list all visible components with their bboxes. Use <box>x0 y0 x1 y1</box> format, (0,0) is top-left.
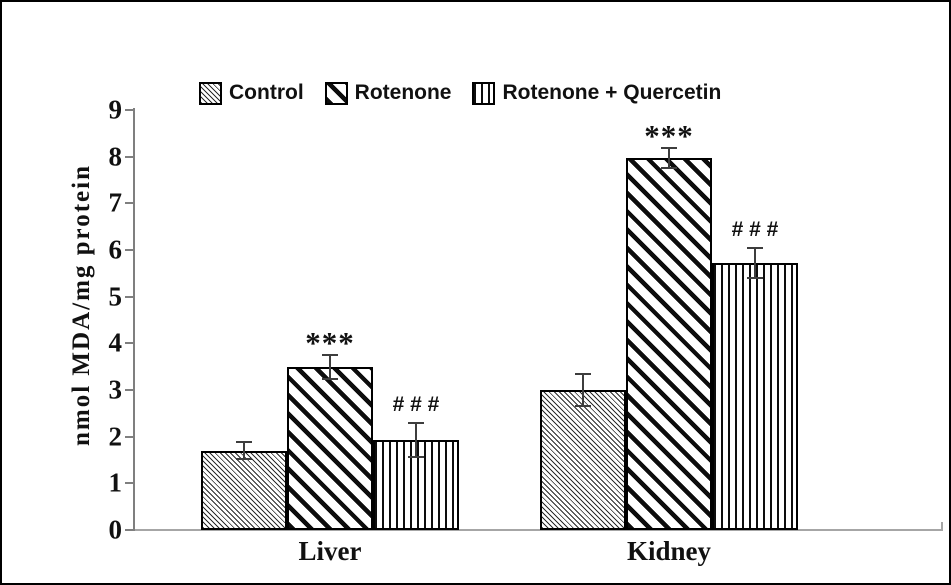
error-bar-top-cap <box>661 147 677 150</box>
error-bar-top-cap <box>747 246 763 249</box>
significance-hashes: # # # <box>731 217 779 241</box>
y-tick-label-5: 5 <box>108 281 123 312</box>
error-bar-bottom-cap <box>408 455 424 458</box>
y-tick-mark-8 <box>125 155 135 158</box>
legend-item-1: Rotenone <box>324 81 452 105</box>
legend-item-2: Rotenone + Quercetin <box>472 81 721 105</box>
y-axis-line <box>133 108 135 531</box>
error-bar-bottom-cap <box>236 457 252 460</box>
y-tick-label-6: 6 <box>108 234 123 265</box>
y-tick-label-0: 0 <box>108 514 123 545</box>
bar-kidney-0 <box>540 389 626 530</box>
error-bar-stem <box>329 353 331 380</box>
legend: Control Rotenone Rotenone + Quercetin <box>199 81 721 105</box>
legend-swatch-icon-0 <box>199 81 222 105</box>
y-tick-label-2: 2 <box>108 421 123 452</box>
error-bar-top-cap <box>575 372 591 375</box>
y-tick-label-4: 4 <box>108 327 123 358</box>
error-bar-top-cap <box>236 441 252 444</box>
y-tick-label-8: 8 <box>108 141 123 172</box>
x-category-label-kidney: Kidney <box>626 536 712 566</box>
bar-kidney-2 <box>712 263 798 530</box>
y-tick-mark-7 <box>125 202 135 205</box>
legend-swatch-icon-2 <box>472 81 496 105</box>
error-bar-stem <box>754 246 756 280</box>
legend-swatch-icon-1 <box>324 81 348 105</box>
bar-liver-1 <box>287 366 373 530</box>
x-category-label-liver: Liver <box>298 536 362 566</box>
error-bar-bottom-cap <box>322 377 338 380</box>
error-bar-stem <box>243 441 245 460</box>
significance-stars: *** <box>305 324 355 360</box>
legend-label-0: Control <box>229 81 304 104</box>
y-tick-mark-5 <box>125 295 135 298</box>
error-bar-stem <box>668 147 670 169</box>
error-bar-stem <box>582 372 584 408</box>
y-tick-mark-0 <box>125 529 135 531</box>
error-bar-top-cap <box>408 422 424 425</box>
bar-liver-0 <box>201 450 287 530</box>
error-bar-stem <box>415 422 417 458</box>
y-tick-mark-1 <box>125 482 135 485</box>
significance-hashes: # # # <box>392 393 440 417</box>
x-axis-end-tick <box>941 522 943 531</box>
y-tick-mark-6 <box>125 248 135 251</box>
legend-item-0: Control <box>199 81 304 105</box>
y-tick-mark-9 <box>125 108 135 111</box>
legend-label-1: Rotenone <box>354 81 452 104</box>
error-bar-top-cap <box>322 353 338 356</box>
y-tick-label-9: 9 <box>108 94 123 125</box>
bar-kidney-1 <box>626 158 712 530</box>
x-axis-baseline <box>135 529 943 531</box>
error-bar-bottom-cap <box>747 277 763 280</box>
error-bar-bottom-cap <box>575 405 591 408</box>
y-tick-mark-4 <box>125 342 135 345</box>
legend-label-2: Rotenone + Quercetin <box>502 81 722 104</box>
y-tick-mark-2 <box>125 435 135 438</box>
y-tick-mark-3 <box>125 388 135 391</box>
y-tick-label-1: 1 <box>108 467 123 498</box>
y-tick-label-7: 7 <box>108 187 123 218</box>
y-tick-label-3: 3 <box>108 374 123 405</box>
error-bar-bottom-cap <box>661 166 677 169</box>
significance-stars: *** <box>644 118 694 154</box>
